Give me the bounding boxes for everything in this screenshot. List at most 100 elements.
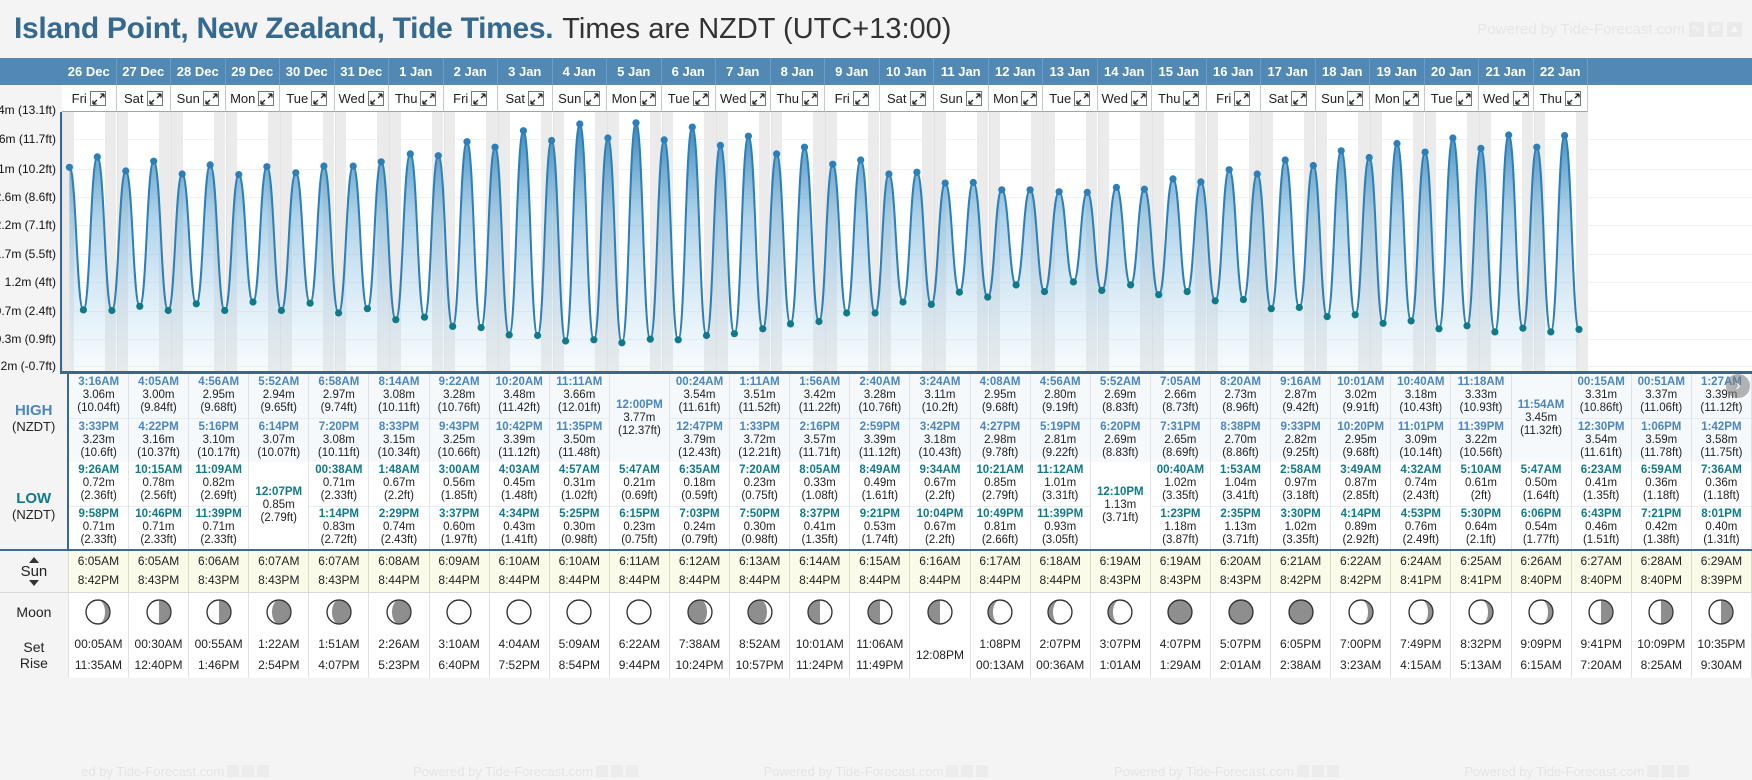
tide-height-m: 0.49m xyxy=(863,477,896,490)
date-header-cell[interactable]: 14 Jan xyxy=(1098,58,1152,85)
date-header-cell[interactable]: 1 Jan xyxy=(389,58,444,85)
date-header-cell[interactable]: 5 Jan xyxy=(607,58,662,85)
expand-icon[interactable] xyxy=(1455,90,1472,106)
night-band xyxy=(443,112,456,371)
day-separator xyxy=(1043,112,1044,371)
date-header-cell[interactable]: 9 Jan xyxy=(825,58,880,85)
date-header-cell[interactable]: 18 Jan xyxy=(1316,58,1370,85)
date-header-cell[interactable]: 8 Jan xyxy=(771,58,825,85)
date-header-cell[interactable]: 10 Jan xyxy=(880,58,934,85)
tide-height-m: 0.24m xyxy=(683,521,716,534)
tide-time: 1:42PM xyxy=(1701,420,1742,433)
date-header-cell[interactable]: 31 Dec xyxy=(335,58,389,85)
low-tide-cell: 9:34AM 0.67m (2.2ft) xyxy=(909,462,971,506)
date-header-cell[interactable]: 15 Jan xyxy=(1152,58,1207,85)
moon-phase-cell xyxy=(429,591,490,632)
expand-icon[interactable] xyxy=(1074,90,1091,106)
expand-icon[interactable] xyxy=(258,90,275,106)
tide-curve-plot[interactable] xyxy=(62,112,1752,374)
expand-icon[interactable] xyxy=(801,90,818,106)
low-tide-marker xyxy=(1127,281,1135,289)
high-tide-marker xyxy=(604,134,612,142)
night-band xyxy=(1576,112,1588,371)
footer-watermark: Powered by Tide-Forecast.com xyxy=(350,762,700,780)
high-tide-marker xyxy=(969,178,977,187)
tide-height-ft: (8.83ft) xyxy=(1102,402,1139,415)
date-header-cell[interactable]: 29 Dec xyxy=(226,58,280,85)
night-band xyxy=(758,112,771,371)
high-tide-marker xyxy=(434,152,442,160)
high-tide-cell: 5:19PM 2.81m (9.22ft) xyxy=(1030,417,1091,462)
tide-height-ft: (2.33ft) xyxy=(200,534,237,547)
date-header-cell[interactable]: 6 Jan xyxy=(662,58,716,85)
date-header-cell[interactable]: 7 Jan xyxy=(716,58,771,85)
date-header-cell[interactable]: 28 Dec xyxy=(171,58,226,85)
sunset-arrow-icon xyxy=(28,579,39,586)
tide-time: 5:52AM xyxy=(1099,376,1141,389)
expand-icon[interactable] xyxy=(1234,90,1251,106)
expand-icon[interactable] xyxy=(528,90,544,106)
date-header-cell[interactable]: 20 Jan xyxy=(1425,58,1479,85)
scroll-right-button[interactable]: › xyxy=(1726,374,1750,398)
moonrise-time: 2:01AM xyxy=(1219,658,1262,672)
date-header-cell[interactable]: 22 Jan xyxy=(1534,58,1588,85)
sunset-time: 8:40PM xyxy=(1520,573,1562,588)
tide-height-m: 2.95m xyxy=(202,389,235,402)
expand-icon[interactable] xyxy=(584,90,601,106)
tide-time: 5:19PM xyxy=(1040,420,1081,433)
expand-icon[interactable] xyxy=(1564,90,1581,106)
sun-cell: 6:07AM 8:43PM xyxy=(248,549,310,592)
expand-icon[interactable] xyxy=(749,90,766,106)
date-header-cell[interactable]: 21 Jan xyxy=(1479,58,1534,85)
high-tide-marker xyxy=(292,169,300,177)
expand-icon[interactable] xyxy=(692,90,709,106)
moonset-time: 1:08PM xyxy=(979,637,1021,651)
tide-height-ft: (3.87ft) xyxy=(1162,534,1199,547)
tide-height-m: 1.13m xyxy=(1224,521,1257,534)
expand-icon[interactable] xyxy=(89,90,106,106)
date-header-cell[interactable]: 17 Jan xyxy=(1261,58,1316,85)
tide-height-ft: (1.85ft) xyxy=(440,490,478,503)
date-header-cell[interactable]: 30 Dec xyxy=(280,58,335,85)
expand-icon[interactable] xyxy=(1021,90,1038,106)
date-label: 11 Jan xyxy=(940,64,981,79)
sunset-time: 8:44PM xyxy=(799,573,841,588)
expand-icon[interactable] xyxy=(639,90,656,106)
date-header-cell[interactable]: 27 Dec xyxy=(117,58,171,85)
expand-icon[interactable] xyxy=(1291,90,1307,106)
tide-time: 4:27PM xyxy=(979,420,1021,433)
expand-icon[interactable] xyxy=(1347,90,1364,106)
low-tide-marker xyxy=(249,298,257,306)
tide-time: 3:24AM xyxy=(919,376,961,389)
expand-icon[interactable] xyxy=(146,90,163,106)
high-tide-cell: 6:58AM 2.97m (9.74ft) xyxy=(308,374,370,418)
expand-icon[interactable] xyxy=(909,90,926,106)
date-header-cell[interactable]: 26 Dec xyxy=(62,58,117,85)
expand-icon[interactable] xyxy=(1402,90,1419,106)
y-axis-tick: 4m (13.1ft) xyxy=(0,103,56,117)
day-separator xyxy=(280,112,281,371)
moon-phase-cell xyxy=(609,591,670,632)
expand-icon[interactable] xyxy=(420,90,437,106)
expand-icon[interactable] xyxy=(965,90,982,106)
expand-icon[interactable] xyxy=(368,90,384,106)
moonset-time: 3:07PM xyxy=(1099,637,1141,651)
date-header-cell[interactable]: 2 Jan xyxy=(444,58,498,85)
expand-icon[interactable] xyxy=(1512,90,1529,106)
expand-icon[interactable] xyxy=(852,90,869,106)
date-header-cell[interactable]: 4 Jan xyxy=(553,58,607,85)
high-tide-cell: 1:56AM 3.42m (11.22ft) xyxy=(789,374,851,418)
date-header-cell[interactable]: 16 Jan xyxy=(1207,58,1261,85)
date-header-cell[interactable]: 11 Jan xyxy=(934,58,989,85)
moonrise-time: 3:23AM xyxy=(1340,658,1382,672)
tide-height-m: 0.93m xyxy=(1044,521,1077,534)
expand-icon[interactable] xyxy=(1131,90,1147,106)
expand-icon[interactable] xyxy=(1183,90,1200,106)
date-header-cell[interactable]: 13 Jan xyxy=(1043,58,1098,85)
expand-icon[interactable] xyxy=(311,90,328,106)
date-header-cell[interactable]: 19 Jan xyxy=(1370,58,1425,85)
date-header-cell[interactable]: 3 Jan xyxy=(498,58,553,85)
date-header-cell[interactable]: 12 Jan xyxy=(989,58,1043,85)
expand-icon[interactable] xyxy=(471,90,488,106)
expand-icon[interactable] xyxy=(202,90,219,106)
